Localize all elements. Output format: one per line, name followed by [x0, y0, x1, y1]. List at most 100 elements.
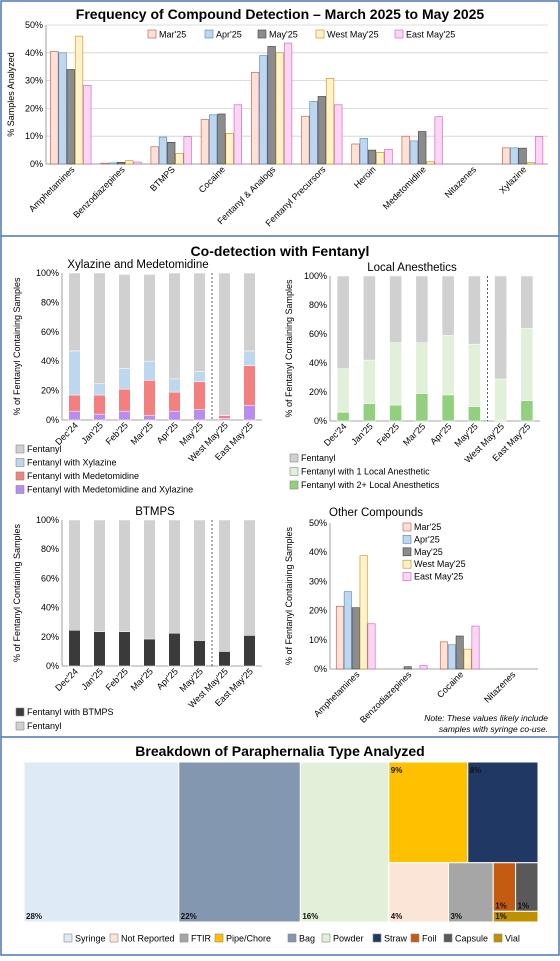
chart-title: BTMPS	[135, 506, 175, 518]
legend-swatch	[443, 933, 453, 943]
stacked-bar-segment	[520, 327, 534, 401]
stacked-bar-segment	[143, 360, 156, 381]
stacked-bar-segment	[494, 378, 507, 422]
treemap-label: 8%	[470, 766, 482, 775]
stacked-bar-segment	[168, 410, 181, 421]
legend-label: Fentanyl	[301, 453, 336, 463]
legend-label: Bag	[299, 934, 315, 944]
y-tick-label: 20%	[309, 606, 327, 616]
legend-swatch	[402, 547, 412, 557]
legend-swatch	[15, 444, 25, 454]
bar	[367, 623, 376, 670]
bar	[518, 147, 527, 165]
bar	[367, 149, 377, 165]
stacked-bar-segment	[520, 275, 534, 329]
stacked-bar-segment	[193, 409, 206, 421]
bar	[526, 162, 535, 165]
treemap-cell	[178, 761, 301, 923]
legend-label: Fentanyl with Medetomidine	[27, 471, 139, 481]
legend-label: May'25	[269, 30, 298, 40]
treemap-cell	[388, 761, 469, 864]
y-tick-label: 50%	[25, 20, 43, 30]
stacked-bar-segment	[68, 272, 81, 352]
bar	[502, 147, 511, 165]
bar	[133, 161, 142, 165]
y-tick-label: 40%	[25, 48, 43, 58]
bar	[217, 113, 226, 165]
legend-swatch	[109, 933, 119, 943]
y-tick-label: 0%	[30, 159, 43, 169]
stacked-bar-segment	[93, 413, 106, 421]
bar	[401, 135, 410, 165]
bar	[359, 555, 368, 670]
bar	[351, 607, 360, 670]
bar	[343, 591, 352, 670]
stacked-bar-segment	[193, 371, 206, 383]
bar	[419, 665, 428, 670]
legend-swatch	[402, 522, 412, 532]
stacked-bar-segment	[415, 275, 429, 343]
stacked-bar-segment	[243, 405, 256, 421]
legend-label: Fentanyl with 2+ Local Anesthetics	[301, 480, 440, 490]
legend-label: Pipe/Chore	[226, 934, 271, 944]
note-text: Note: These values likely include	[424, 713, 548, 723]
stacked-bar-segment	[218, 519, 231, 652]
chart-title: Xylazine and Medetomidine	[67, 259, 208, 271]
bar	[58, 52, 67, 165]
stacked-bar-segment	[243, 272, 256, 352]
y-tick-label: 40%	[309, 547, 327, 557]
bar	[259, 55, 268, 165]
legend-swatch	[15, 721, 25, 731]
legend-label: Fentanyl with BTMPS	[27, 707, 114, 717]
stacked-bar-segment	[93, 394, 106, 415]
legend-label: FTIR	[191, 934, 211, 944]
stacked-bar-segment	[143, 274, 156, 362]
bar	[325, 78, 335, 165]
legend-swatch	[15, 707, 25, 717]
treemap-cell	[23, 761, 180, 923]
bar	[455, 635, 464, 670]
stacked-bar-segment	[118, 388, 131, 412]
bar	[510, 147, 519, 165]
legend-swatch	[402, 559, 412, 569]
stacked-bar-segment	[118, 274, 131, 369]
bar	[66, 69, 75, 165]
bar	[225, 133, 234, 165]
stacked-bar-segment	[243, 635, 256, 667]
legend-swatch	[394, 29, 404, 39]
treemap-label: 22%	[181, 912, 197, 921]
bar	[175, 153, 184, 165]
legend-label: Mar'25	[414, 522, 441, 532]
stacked-bar-segment	[441, 335, 455, 396]
stacked-bar-segment	[93, 383, 106, 396]
bar	[116, 162, 126, 165]
stacked-bar-segment	[218, 415, 231, 419]
bar	[267, 46, 276, 165]
y-tick-label: 80%	[41, 297, 59, 307]
bar	[167, 142, 176, 165]
y-tick-label: 0%	[46, 415, 59, 425]
stacked-bar-segment	[143, 519, 156, 640]
legend-swatch	[214, 933, 224, 943]
bar	[251, 71, 260, 165]
stacked-bar-segment	[218, 272, 231, 416]
legend-swatch	[289, 467, 299, 476]
legend-label: East May'25	[414, 572, 463, 582]
legend-swatch	[287, 933, 297, 943]
y-axis-label: % Samples Analyzed	[6, 52, 16, 137]
y-tick-label: 20%	[41, 386, 59, 396]
stacked-bar-segment	[389, 342, 402, 406]
stacked-bar-segment	[336, 275, 350, 370]
bar	[418, 131, 427, 165]
stacked-bar-segment	[363, 403, 376, 422]
stacked-bar-segment	[193, 519, 206, 641]
legend-label: Apr'25	[414, 534, 440, 544]
legend-swatch	[147, 29, 157, 39]
legend-swatch	[204, 29, 214, 39]
bar	[183, 136, 192, 165]
legend-label: Powder	[333, 934, 364, 944]
stacked-bar-segment	[118, 631, 131, 667]
treemap-label: 16%	[302, 912, 318, 921]
